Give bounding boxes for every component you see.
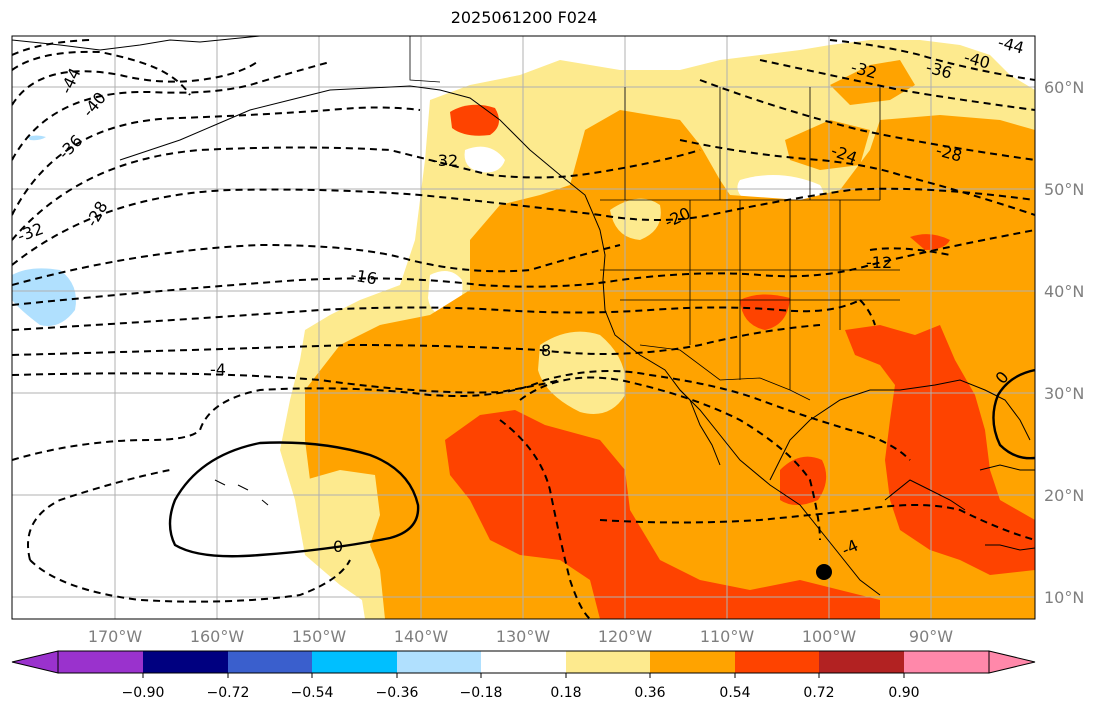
contour-label: 0: [333, 537, 343, 556]
lon-tick-label: 110°W: [700, 627, 755, 646]
colorbar-segment: [819, 651, 904, 673]
colorbar-segment: [58, 651, 143, 673]
colorbar-tick-label: −0.18: [460, 685, 503, 701]
colorbar-tick-label: −0.90: [122, 685, 165, 701]
colorbar-extend-max: [988, 650, 1036, 674]
contour-label: -4: [210, 360, 226, 379]
fill-white-hole-1: [464, 146, 505, 173]
fill-yellow-patch-2: [305, 470, 380, 545]
fill-red-region-4: [740, 294, 790, 330]
fill-lightblue-small: [28, 135, 46, 141]
lon-tick-label: 130°W: [496, 627, 551, 646]
colorbar-segment: [650, 651, 735, 673]
zero-contour-east: [992, 368, 1035, 460]
colorbar-tick-label: −0.36: [376, 685, 419, 701]
lon-tick-label: 150°W: [292, 627, 347, 646]
lon-tick-label: 140°W: [394, 627, 449, 646]
colorbar-ticks: [142, 673, 905, 678]
fill-orange-region-3: [785, 120, 870, 170]
fill-red-region-6: [450, 104, 499, 136]
colorbar-segment: [481, 651, 566, 673]
colorbar-segment: [397, 651, 481, 673]
colorbar-tick-label: 0.54: [719, 685, 750, 701]
fill-red-region-3: [780, 456, 827, 505]
colorbar-segment: [143, 651, 228, 673]
map-frame: [11, 35, 1036, 620]
lon-tick-label: 170°W: [88, 627, 143, 646]
lon-tick-label: 120°W: [598, 627, 653, 646]
map-title: 2025061200 F024: [450, 8, 598, 27]
fill-red-region-1: [445, 410, 880, 619]
fill-red-region-5: [910, 234, 950, 250]
colorbar-tick-label: 0.72: [803, 685, 834, 701]
contour-label: -4: [839, 536, 861, 560]
marker-dot: [816, 564, 832, 580]
colorbar-extend-min: [11, 650, 59, 674]
contour-label: -12: [866, 253, 892, 272]
colorbar-segment: [904, 651, 989, 673]
contour-label: -32: [432, 151, 458, 170]
colorbar-tick-label: −0.72: [207, 685, 250, 701]
fill-lightblue-region: [12, 268, 76, 326]
fill-red-region-2: [845, 325, 1035, 575]
contour-label: 8: [541, 341, 551, 360]
colorbar-tick-label: −0.54: [291, 685, 334, 701]
colorbar-segment: [566, 651, 650, 673]
colorbar-tick-label: 0.18: [550, 685, 581, 701]
lon-tick-label: 160°W: [190, 627, 245, 646]
lon-tick-label: 100°W: [802, 627, 857, 646]
contours: [12, 39, 1035, 619]
map-content: [12, 36, 1035, 619]
colorbar-tick-label: 0.90: [888, 685, 919, 701]
colorbar-segment: [735, 651, 819, 673]
lat-tick-label: 30°N: [1044, 384, 1084, 403]
lat-tick-label: 20°N: [1044, 486, 1084, 505]
longitude-tick-labels: 170°W 160°W 150°W 140°W 130°W 120°W 110°…: [88, 627, 953, 646]
colorbar: −0.90 −0.72 −0.54 −0.36 −0.18 0.18 0.36 …: [11, 650, 1036, 701]
lat-tick-label: 50°N: [1044, 180, 1084, 199]
lat-tick-label: 10°N: [1044, 588, 1084, 607]
colorbar-segment: [312, 651, 397, 673]
contour-label: -16: [349, 265, 378, 288]
coastlines: [12, 36, 1035, 596]
zero-contour: [168, 441, 420, 558]
lon-tick-label: 90°W: [909, 627, 953, 646]
colorbar-tick-label: 0.36: [634, 685, 665, 701]
lat-tick-label: 40°N: [1044, 282, 1084, 301]
colorbar-segment: [228, 651, 312, 673]
lat-tick-label: 60°N: [1044, 78, 1084, 97]
fill-orange-region-2: [830, 60, 915, 105]
gridlines: [12, 36, 1035, 619]
latitude-tick-labels: 60°N 50°N 40°N 30°N 20°N 10°N: [1044, 78, 1084, 607]
